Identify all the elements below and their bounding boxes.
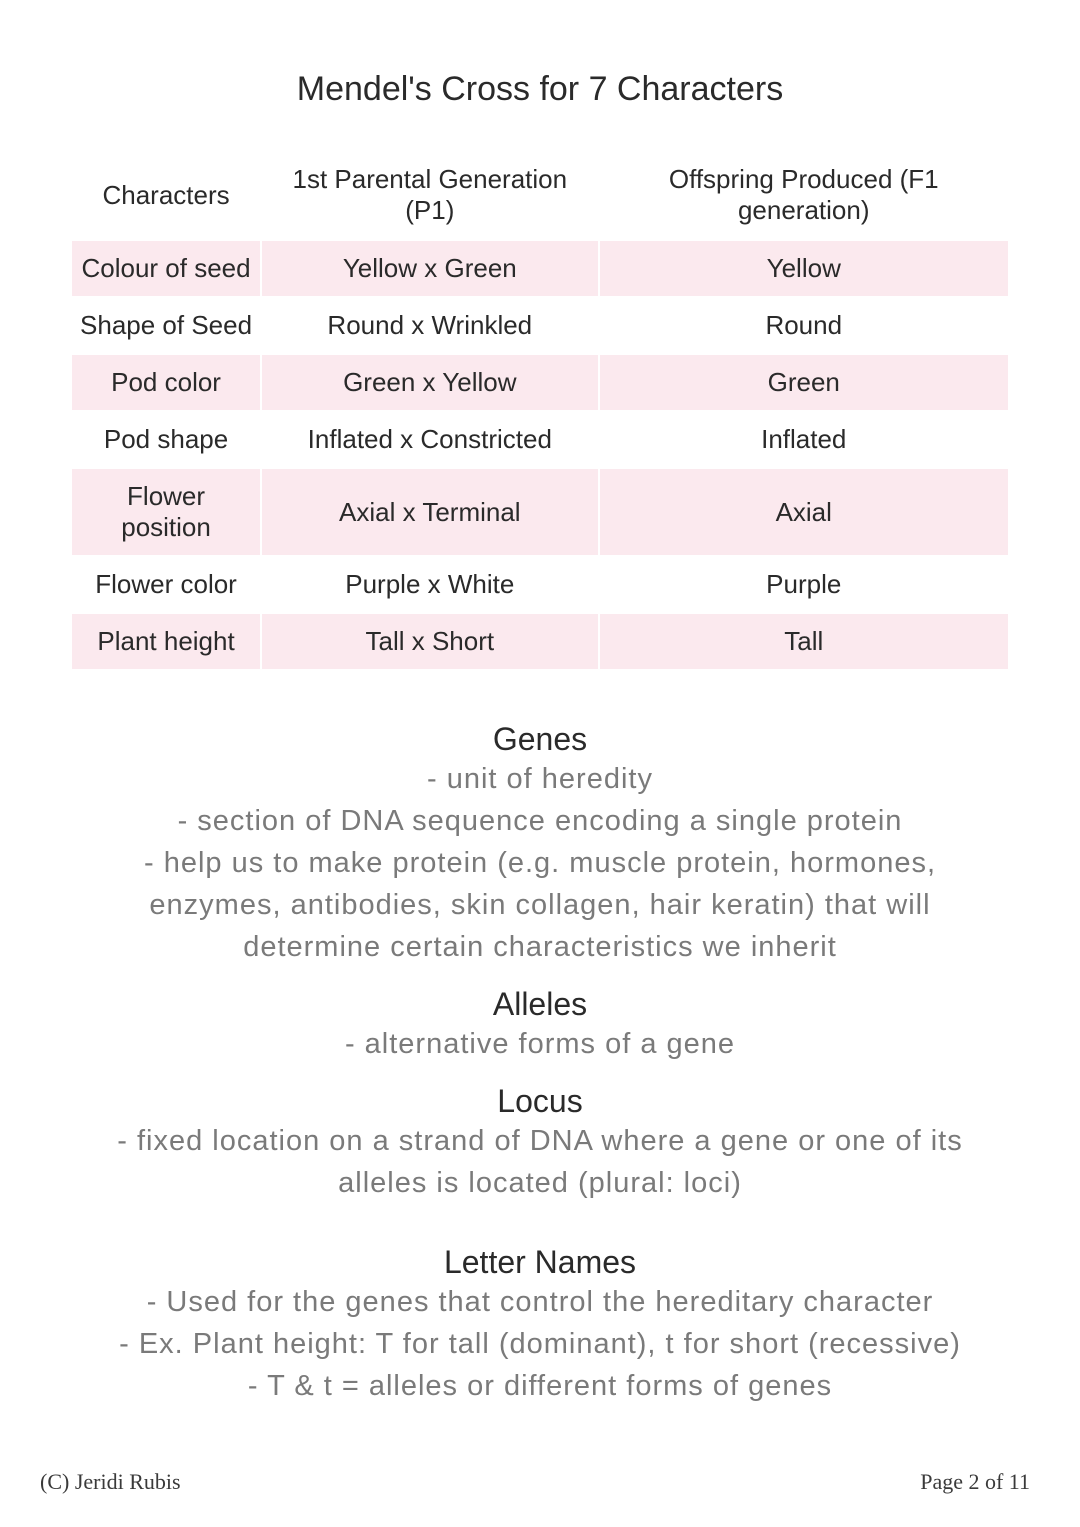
cell-character: Plant height xyxy=(72,614,260,669)
table-header-row: Characters 1st Parental Generation (P1) … xyxy=(72,151,1008,239)
cell-f1: Tall xyxy=(600,614,1009,669)
col-characters: Characters xyxy=(72,151,260,239)
cell-p1: Round x Wrinkled xyxy=(262,298,597,353)
cell-p1: Green x Yellow xyxy=(262,355,597,410)
genes-bullet-1: - unit of heredity xyxy=(70,758,1010,800)
letternames-bullet-2: - Ex. Plant height: T for tall (dominant… xyxy=(70,1323,1010,1365)
table-row: Pod shape Inflated x Constricted Inflate… xyxy=(72,412,1008,467)
cell-f1: Purple xyxy=(600,557,1009,612)
cell-p1: Axial x Terminal xyxy=(262,469,597,555)
table-row: Pod color Green x Yellow Green xyxy=(72,355,1008,410)
alleles-bullet-1: - alternative forms of a gene xyxy=(70,1023,1010,1065)
footer: (C) Jeridi Rubis Page 2 of 11 xyxy=(40,1469,1030,1495)
cell-f1: Round xyxy=(600,298,1009,353)
cell-f1: Green xyxy=(600,355,1009,410)
heading-alleles: Alleles xyxy=(70,986,1010,1023)
cell-character: Flower position xyxy=(72,469,260,555)
cell-f1: Axial xyxy=(600,469,1009,555)
genes-bullet-3: - help us to make protein (e.g. muscle p… xyxy=(70,842,1010,968)
cell-character: Shape of Seed xyxy=(72,298,260,353)
locus-bullet-1: - fixed location on a strand of DNA wher… xyxy=(70,1120,1010,1204)
cell-p1: Purple x White xyxy=(262,557,597,612)
table-row: Flower color Purple x White Purple xyxy=(72,557,1008,612)
cell-character: Pod color xyxy=(72,355,260,410)
footer-page-number: Page 2 of 11 xyxy=(920,1469,1030,1495)
cell-p1: Inflated x Constricted xyxy=(262,412,597,467)
mendel-table: Characters 1st Parental Generation (P1) … xyxy=(70,149,1010,671)
footer-copyright: (C) Jeridi Rubis xyxy=(40,1469,181,1495)
letternames-bullet-1: - Used for the genes that control the he… xyxy=(70,1281,1010,1323)
genes-bullet-2: - section of DNA sequence encoding a sin… xyxy=(70,800,1010,842)
page: Mendel's Cross for 7 Characters Characte… xyxy=(0,0,1080,1527)
cell-f1: Inflated xyxy=(600,412,1009,467)
table-row: Shape of Seed Round x Wrinkled Round xyxy=(72,298,1008,353)
col-f1: Offspring Produced (F1 generation) xyxy=(600,151,1009,239)
cell-character: Flower color xyxy=(72,557,260,612)
heading-genes: Genes xyxy=(70,721,1010,758)
heading-locus: Locus xyxy=(70,1083,1010,1120)
cell-character: Pod shape xyxy=(72,412,260,467)
table-row: Plant height Tall x Short Tall xyxy=(72,614,1008,669)
cell-p1: Yellow x Green xyxy=(262,241,597,296)
heading-letter-names: Letter Names xyxy=(70,1244,1010,1281)
table-row: Flower position Axial x Terminal Axial xyxy=(72,469,1008,555)
cell-f1: Yellow xyxy=(600,241,1009,296)
cell-p1: Tall x Short xyxy=(262,614,597,669)
table-row: Colour of seed Yellow x Green Yellow xyxy=(72,241,1008,296)
col-p1: 1st Parental Generation (P1) xyxy=(262,151,597,239)
letternames-bullet-3: - T & t = alleles or different forms of … xyxy=(70,1365,1010,1407)
cell-character: Colour of seed xyxy=(72,241,260,296)
page-title: Mendel's Cross for 7 Characters xyxy=(70,70,1010,109)
